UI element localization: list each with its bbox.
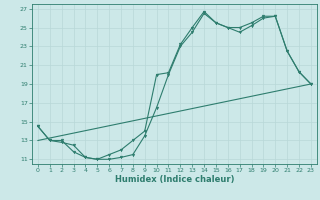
X-axis label: Humidex (Indice chaleur): Humidex (Indice chaleur): [115, 175, 234, 184]
